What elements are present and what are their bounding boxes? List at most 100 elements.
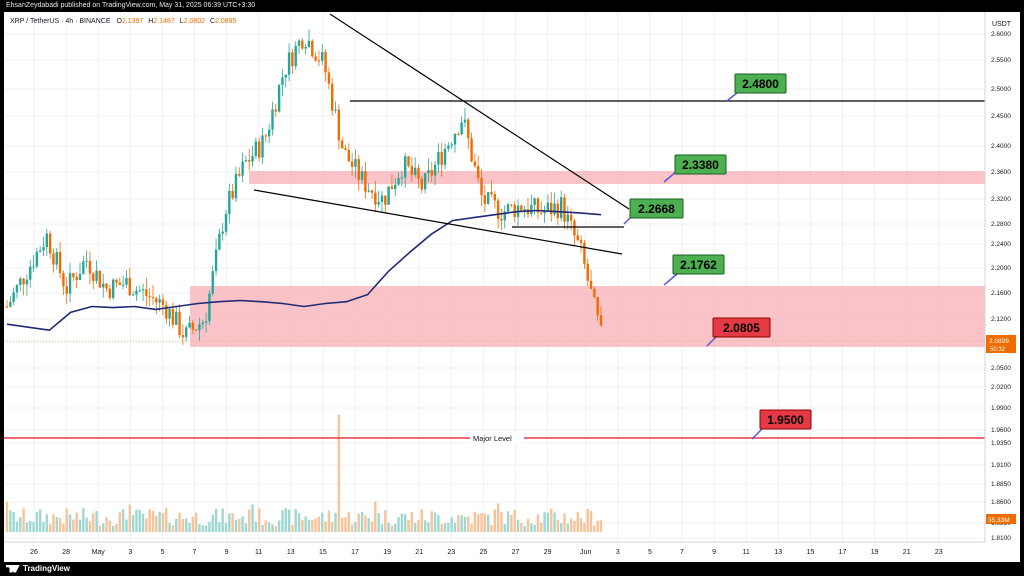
candle-body (321, 52, 324, 61)
candle-body (238, 174, 241, 176)
tradingview-icon (6, 564, 20, 573)
candle-body (234, 174, 238, 199)
candle-body (500, 218, 503, 221)
volume-bar (258, 508, 261, 532)
candle-body (559, 197, 563, 219)
candle-body (579, 240, 583, 243)
candle-body (407, 156, 410, 167)
candle-body (417, 167, 420, 179)
time-axis-label: 9 (225, 549, 229, 556)
candle-body (563, 197, 566, 222)
volume-bar (550, 508, 553, 532)
candle-body (111, 279, 115, 298)
candle-body (347, 149, 350, 162)
candle-body (433, 164, 437, 176)
currency-label: USDT (992, 21, 1012, 28)
candle-body (520, 205, 523, 211)
volume-bar (128, 504, 131, 532)
volume-bar (327, 510, 331, 532)
candle-body (198, 324, 201, 331)
candle-body (589, 280, 593, 289)
volume-bar (22, 508, 25, 532)
volume-bar (92, 513, 95, 532)
candle-body (184, 327, 188, 338)
time-axis-label: 26 (30, 549, 38, 556)
volume-bar (98, 525, 102, 532)
candle-body (596, 297, 599, 316)
time-axis-label: May (92, 549, 106, 556)
candle-body (394, 184, 397, 190)
candle-body (553, 203, 556, 215)
candle-body (175, 311, 178, 325)
chart-area[interactable]: Major Level 2.4800 2.3380 2.26 (4, 12, 1020, 562)
price-tick-label: 2.1600 (991, 290, 1011, 297)
candle-body (158, 299, 161, 303)
price-tick-label: 2.0500 (991, 365, 1011, 372)
time-axis-label: 3 (616, 549, 620, 556)
candle-body (85, 260, 88, 262)
candle-body (337, 109, 341, 141)
volume-bar (58, 518, 62, 532)
volume-bar (238, 518, 241, 532)
candle-body (258, 141, 261, 158)
candle-body (483, 195, 487, 204)
price-chart[interactable]: Major Level 2.4800 2.3380 2.26 (4, 12, 1020, 562)
candle-body (420, 178, 424, 190)
candle-body (397, 178, 400, 185)
candle-body (387, 186, 390, 205)
price-tick-label: 2.1200 (991, 316, 1011, 323)
volume-bar (546, 512, 550, 532)
brand-text: TradingView (23, 564, 70, 573)
callout-connector (706, 335, 718, 347)
candle-body (135, 290, 138, 295)
volume-bar (198, 524, 201, 532)
callout-2-338: 2.3380 (674, 154, 727, 175)
callout-1-95: 1.9500 (759, 409, 812, 430)
time-axis-label: 17 (351, 549, 359, 556)
volume-bar (181, 518, 185, 532)
volume-bar (407, 520, 410, 532)
candle-body (370, 190, 374, 193)
volume-bar (184, 518, 188, 532)
volume-bar (533, 524, 536, 532)
candle-body (264, 135, 268, 137)
volume-bar (331, 521, 334, 532)
volume-bar (536, 514, 540, 532)
volume-bar (145, 518, 148, 532)
volume-bar (42, 521, 45, 532)
time-axis-label: 11 (255, 549, 262, 556)
time-axis-label: 21 (415, 549, 423, 556)
candle-body (573, 220, 576, 236)
tradingview-logo[interactable]: TradingView (6, 564, 70, 573)
candle-body (271, 109, 274, 130)
time-axis-label: 19 (383, 549, 391, 556)
volume-bar (483, 513, 487, 532)
candle-body (287, 52, 291, 75)
candle-body (533, 198, 536, 205)
candle-body (317, 60, 321, 62)
volume-bar (254, 521, 258, 532)
volume-bars (5, 414, 603, 532)
volume-bar (589, 511, 593, 532)
volume-bar (264, 520, 268, 532)
volume-bar (420, 509, 424, 532)
volume-bar (576, 511, 579, 532)
candle-body (297, 40, 301, 46)
volume-bar (526, 518, 530, 532)
candle-body (251, 155, 254, 162)
candle-body (523, 209, 526, 211)
volume-bar (85, 517, 88, 532)
volume-bar (121, 509, 125, 532)
candle-body (254, 141, 258, 156)
volume-bar (52, 514, 55, 532)
volume-bar (473, 511, 477, 532)
volume-bar (171, 525, 175, 532)
volume-bar (384, 510, 387, 532)
publisher-bar: EhsanZeydabadi published on TradingView.… (0, 0, 1024, 12)
volume-bar (267, 522, 271, 532)
volume-bar (500, 511, 503, 532)
volume-bar (307, 519, 311, 532)
volume-bar (347, 511, 350, 532)
candle-body (593, 288, 596, 298)
volume-bar (470, 523, 473, 532)
